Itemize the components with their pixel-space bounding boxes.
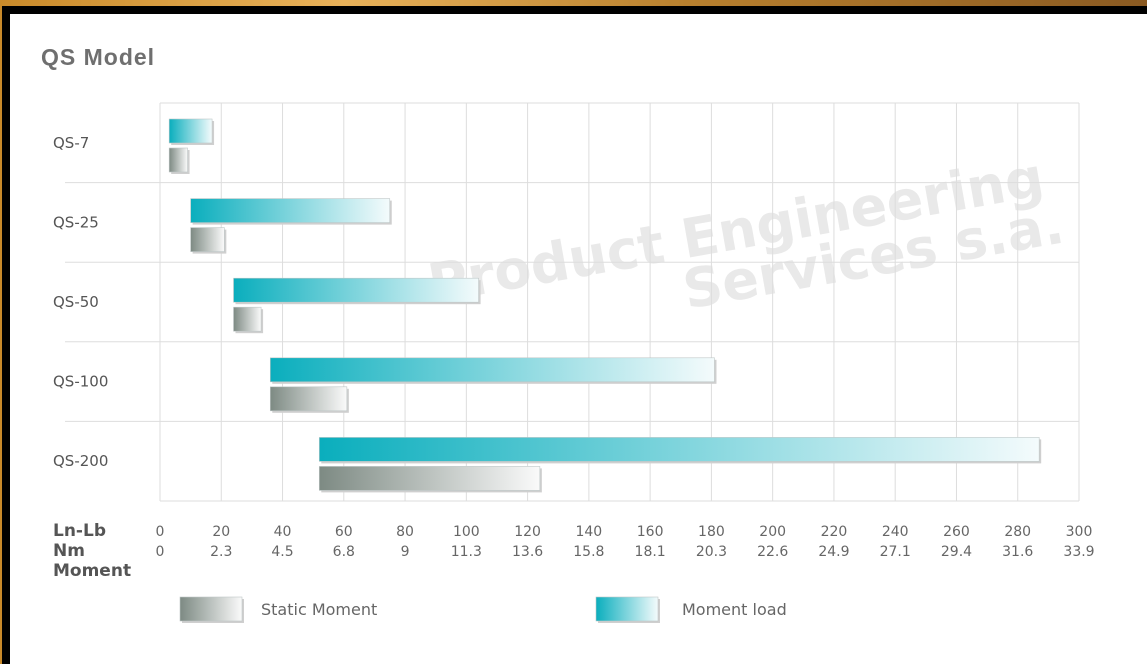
tick-label: 140	[575, 524, 602, 540]
bar-moment-load-qs-50	[233, 277, 479, 303]
tick-label: 160	[637, 524, 664, 540]
bar-moment-load-qs-200	[318, 437, 1040, 462]
category-label-qs-7: QS-7	[53, 134, 89, 152]
tick-label: 100	[453, 524, 480, 540]
tick-label: 9	[401, 544, 410, 560]
bar-moment-load-qs-100	[269, 357, 715, 383]
bars	[168, 118, 1042, 493]
tick-label: 15.8	[573, 544, 604, 560]
tick-label: 80	[396, 524, 414, 540]
category-label-qs-100: QS-100	[53, 373, 108, 391]
legend-label-moment-load: Moment load	[682, 600, 787, 619]
tick-label: 0	[156, 524, 165, 540]
tick-label: 22.6	[757, 544, 788, 560]
bar-moment-load-qs-25	[190, 198, 391, 223]
tick-label: 13.6	[512, 544, 543, 560]
bar-static-moment-qs-200	[318, 466, 541, 491]
bar-static-moment-qs-50	[233, 306, 262, 332]
tick-label: 120	[514, 524, 541, 540]
tick-label: 27.1	[880, 544, 911, 560]
bar-static-moment-qs-7	[168, 147, 188, 173]
tick-label: 40	[274, 524, 292, 540]
tick-label: 29.4	[941, 544, 972, 560]
category-label-qs-50: QS-50	[53, 293, 99, 311]
tick-label: 20	[212, 524, 230, 540]
axis-row-label-nm: Nm	[53, 541, 85, 561]
legend-swatch-moment-load	[595, 596, 659, 622]
tick-label: 200	[759, 524, 786, 540]
legend: Static Moment Moment load	[179, 596, 787, 623]
axis-caption: Moment	[53, 561, 131, 581]
tick-label: 2.3	[210, 544, 232, 560]
tick-label: 220	[821, 524, 848, 540]
tick-label: 11.3	[451, 544, 482, 560]
category-label-qs-25: QS-25	[53, 213, 99, 231]
tick-label: 260	[943, 524, 970, 540]
tick-label: 20.3	[696, 544, 727, 560]
bar-static-moment-qs-100	[269, 386, 348, 412]
legend-swatch-static-moment	[179, 596, 243, 622]
tick-label: 18.1	[635, 544, 666, 560]
tick-label: 6.8	[333, 544, 355, 560]
category-label-qs-200: QS-200	[53, 452, 108, 470]
watermark: Product Engineering Services s.a.	[423, 145, 1068, 321]
tick-label: 280	[1004, 524, 1031, 540]
labels: QS-7 QS-25 QS-50 QS-100 QS-200 Ln-Lb 0 20 40 60 80…	[53, 134, 1095, 581]
tick-label: 4.5	[271, 544, 293, 560]
tick-label: 0	[156, 544, 165, 560]
tick-label: 60	[335, 524, 353, 540]
tick-label: 31.6	[1002, 544, 1033, 560]
tick-label: 300	[1066, 524, 1093, 540]
bar-static-moment-qs-25	[190, 227, 225, 252]
tick-label: 33.9	[1063, 544, 1094, 560]
chart-title: QS Model	[41, 44, 156, 70]
bar-moment-load-qs-7	[168, 118, 213, 144]
tick-label: 24.9	[818, 544, 849, 560]
tick-label: 240	[882, 524, 909, 540]
axis-row-label-ln-lb: Ln-Lb	[53, 521, 106, 541]
legend-label-static-moment: Static Moment	[261, 600, 377, 619]
tick-label: 180	[698, 524, 725, 540]
